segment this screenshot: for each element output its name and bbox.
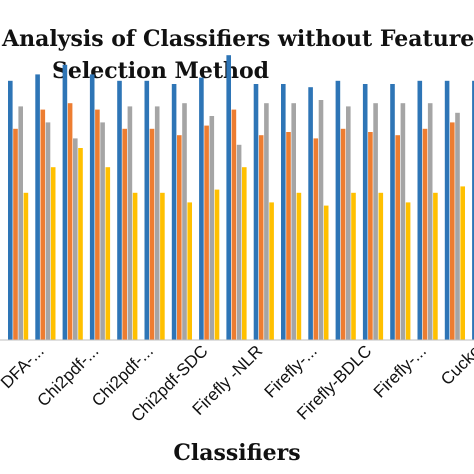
bar-s3-c12 [318, 100, 324, 340]
chart-title-line-2: Selection Method [52, 58, 270, 84]
bar-s3-c10 [264, 103, 269, 340]
bar-s1-c18 [472, 80, 474, 341]
bar-s1-c14 [362, 84, 368, 340]
bar-s3-c5 [127, 106, 133, 341]
x-tick-label: Firefly-... [370, 341, 430, 401]
bar-s4-c1 [23, 192, 29, 340]
bar-s4-c9 [242, 167, 247, 340]
bar-s4-c16 [433, 192, 438, 340]
bar-s4-c11 [296, 192, 302, 340]
bar-s2-c12 [313, 138, 319, 340]
bar-s3-c7 [182, 103, 187, 340]
bar-s2-c14 [368, 132, 373, 340]
bar-s4-c6 [160, 192, 165, 340]
bar-s2-c11 [286, 132, 291, 340]
bar-s4-c5 [132, 192, 138, 340]
bar-s3-c1 [18, 106, 23, 341]
bar-s2-c17 [450, 122, 455, 341]
bar-s4-c14 [378, 192, 384, 340]
bar-s1-c7 [171, 84, 177, 340]
bar-s1-c5 [117, 80, 122, 341]
bar-s2-c1 [13, 128, 18, 340]
bar-s3-c9 [236, 144, 242, 340]
bar-s3-c16 [427, 103, 433, 340]
bar-s2-c5 [122, 128, 127, 340]
bar-s3-c15 [400, 103, 406, 340]
bar-s2-c8 [204, 125, 209, 340]
bar-s4-c4 [105, 167, 111, 340]
bar-s1-c12 [308, 87, 313, 340]
bar-s3-c14 [373, 103, 378, 340]
bars-group [8, 55, 474, 341]
x-tick-labels: DFA-...Chi2pdf-...Chi2pdf-...Chi2pdf-SDC… [0, 341, 474, 425]
bar-s4-c2 [50, 167, 56, 340]
bar-s3-c8 [209, 116, 215, 340]
bar-s1-c3 [62, 64, 68, 341]
bar-s4-c12 [323, 205, 329, 340]
bar-s1-c16 [417, 80, 423, 341]
bar-s4-c15 [405, 202, 411, 340]
x-tick-label: DFA-... [0, 341, 48, 392]
bar-s1-c11 [281, 84, 286, 340]
x-tick-label: Cucko [437, 341, 474, 389]
bar-s1-c8 [199, 77, 204, 340]
bar-s1-c10 [253, 84, 259, 340]
x-axis-title: Classifiers [173, 440, 301, 466]
bar-s2-c15 [395, 135, 400, 340]
bar-s4-c13 [351, 192, 356, 340]
bar-s4-c8 [214, 189, 220, 340]
bar-s1-c15 [390, 84, 395, 340]
bar-s2-c2 [40, 109, 46, 340]
bar-s3-c3 [73, 138, 78, 340]
bar-s1-c1 [8, 80, 13, 341]
bar-s1-c2 [35, 74, 40, 341]
bar-s1-c4 [89, 74, 95, 341]
chart-title-line-1: Analysis of Classifiers without Feature [2, 26, 474, 52]
bar-s2-c13 [340, 128, 346, 340]
bar-s3-c6 [154, 106, 160, 341]
bar-s3-c4 [100, 122, 105, 341]
bar-s4-c17 [460, 186, 465, 340]
bar-s3-c17 [455, 112, 460, 340]
bar-s2-c3 [67, 103, 73, 340]
bar-s4-c10 [269, 202, 274, 340]
bar-s2-c10 [258, 135, 264, 340]
bar-s3-c2 [45, 122, 51, 341]
bar-s1-c6 [144, 80, 150, 341]
bar-s1-c9 [226, 55, 231, 340]
bar-s2-c9 [231, 109, 237, 340]
bar-s4-c7 [187, 202, 192, 340]
bar-s2-c4 [95, 109, 100, 340]
bar-s1-c13 [335, 80, 341, 341]
bar-s2-c6 [149, 128, 155, 340]
bar-s2-c7 [177, 135, 182, 340]
bar-s3-c11 [291, 103, 296, 340]
bar-s2-c16 [422, 128, 428, 340]
bar-s1-c17 [444, 80, 450, 341]
bar-s3-c13 [346, 106, 351, 341]
bar-s4-c3 [78, 148, 83, 340]
